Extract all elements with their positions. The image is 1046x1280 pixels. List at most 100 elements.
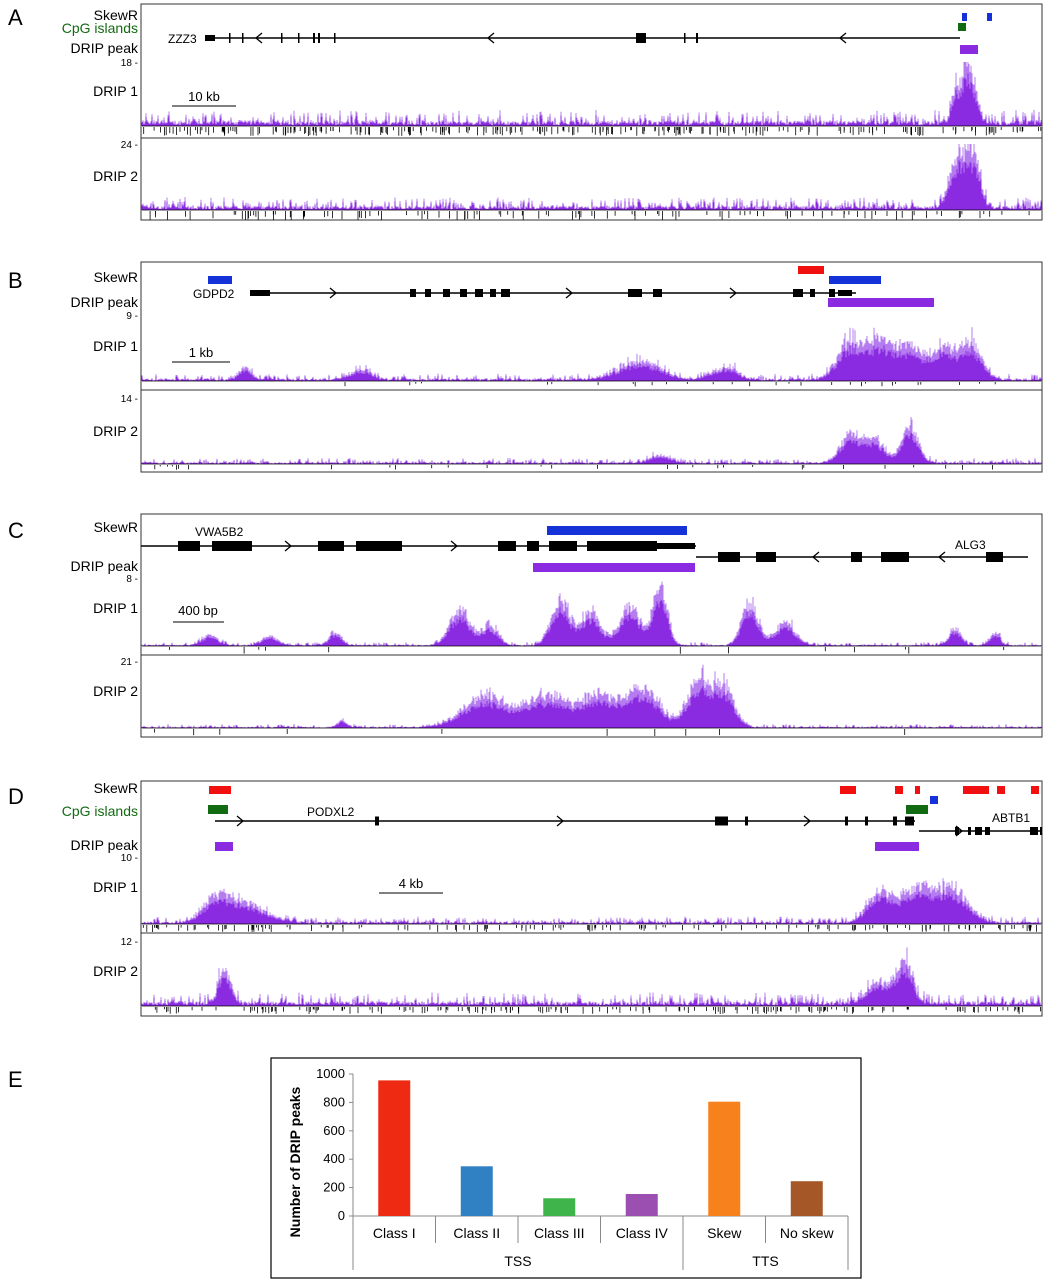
x-tick-label: Class I <box>373 1225 416 1241</box>
exon-block <box>975 827 982 835</box>
exon-block <box>498 541 516 551</box>
exon-block <box>838 290 852 296</box>
group-label: TTS <box>752 1253 778 1269</box>
panel-c-frame <box>140 513 1043 738</box>
panel-a-drip1-label: DRIP 1 <box>93 83 138 99</box>
panel-b-skewr-region <box>798 266 824 274</box>
panel-d-cpg-island <box>208 805 228 814</box>
panel-d-drip2-label: DRIP 2 <box>93 963 138 979</box>
panel-a-exon <box>636 33 646 43</box>
panel-b-drip1-signal <box>141 327 1042 387</box>
chart-y-axis-label: Number of DRIP peaks <box>287 1086 303 1237</box>
exon-block <box>460 289 467 297</box>
panel-a-drip1-max: 18 - <box>121 58 138 69</box>
chart-frame <box>270 1057 862 1279</box>
panel-d-drip2-max: 12 - <box>121 937 138 948</box>
skewr-region <box>915 786 920 794</box>
exon-block <box>986 552 1003 562</box>
panel-b-gene-label: GDPD2 <box>193 287 235 301</box>
panel-a: A SkewR CpG islands DRIP peak DRIP 1 DRI… <box>8 3 1043 221</box>
panel-a-drip-peak <box>960 45 978 54</box>
exon-block <box>250 290 270 296</box>
panel-c-peak-label: DRIP peak <box>71 558 139 574</box>
read-coverage-ticks <box>149 211 1030 220</box>
exon-block <box>893 816 897 826</box>
skewr-region <box>997 786 1005 794</box>
strand-arrow-icon <box>937 551 946 563</box>
strand-arrow-icon <box>236 815 245 827</box>
panel-d-skewr-regions <box>209 786 1039 804</box>
panel-e-letter: E <box>8 1067 23 1092</box>
panel-b-frame <box>140 261 1043 473</box>
strand-arrow-icon <box>486 32 495 44</box>
panel-a-cpg-island <box>958 23 966 31</box>
read-coverage-ticks <box>142 925 1037 932</box>
panel-c-scale-label: 400 bp <box>178 603 218 618</box>
exon-block <box>527 541 539 551</box>
read-coverage-ticks <box>344 382 996 387</box>
y-tick-label: 0 <box>338 1208 345 1223</box>
signal-light-bars <box>141 144 1042 210</box>
panel-c-skewr-label: SkewR <box>94 519 138 535</box>
panel-c-gene2-label: ALG3 <box>955 538 986 552</box>
panel-c-drip1-signal <box>141 581 1042 654</box>
panel-a-drip1-signal <box>141 62 1042 136</box>
panel-a-cpg-label: CpG islands <box>62 20 138 36</box>
x-tick-label: Skew <box>707 1225 742 1241</box>
x-tick-label: No skew <box>780 1225 835 1241</box>
exon-block <box>281 33 283 43</box>
panel-c-strand-arrows <box>284 540 946 563</box>
exon-block <box>313 33 315 43</box>
panel-d-drip2-signal <box>141 947 1042 1014</box>
strand-arrow-icon <box>955 825 964 837</box>
y-tick-label: 400 <box>323 1151 345 1166</box>
panel-a-letter: A <box>8 5 23 30</box>
signal-dark-bars <box>141 160 1042 210</box>
panel-b-drip2-max: 14 - <box>121 394 138 405</box>
skewr-region <box>209 786 231 794</box>
panel-d-skewr-label: SkewR <box>94 780 138 796</box>
panel-a-peak-label: DRIP peak <box>71 40 139 56</box>
panel-a-drip2-signal <box>141 144 1042 220</box>
panel-b-letter: B <box>8 268 23 293</box>
strand-arrow-icon <box>450 540 459 552</box>
panel-b-drip1-max: 9 - <box>126 311 138 322</box>
panel-c-drip2-label: DRIP 2 <box>93 683 138 699</box>
group-label: TSS <box>504 1253 531 1269</box>
panel-d-letter: D <box>8 784 24 809</box>
exon-block <box>334 33 336 43</box>
read-coverage-ticks <box>154 465 993 470</box>
exon-block <box>212 541 252 551</box>
signal-light-bars <box>141 62 1042 126</box>
panel-d-drip1-max: 10 - <box>121 853 138 864</box>
exon-block <box>657 543 695 549</box>
panel-a-exon <box>205 35 215 41</box>
exon-block <box>684 33 686 43</box>
exon-block <box>318 33 320 43</box>
panel-a-skewr-region <box>962 13 967 21</box>
panel-c-drip1-max: 8 - <box>126 574 138 585</box>
exon-block <box>356 541 402 551</box>
skewr-region <box>930 796 938 804</box>
exon-block <box>298 33 300 43</box>
panel-a-skewr-region <box>987 13 992 21</box>
exon-block <box>375 816 379 826</box>
exon-block <box>905 816 914 826</box>
read-coverage-ticks <box>169 647 1005 654</box>
exon-block <box>410 289 416 297</box>
exon-block <box>756 552 776 562</box>
panel-a-drip2-label: DRIP 2 <box>93 168 138 184</box>
exon-block <box>845 816 848 826</box>
panel-b: B SkewR DRIP peak DRIP 1 DRIP 2 9 - 14 -… <box>8 261 1043 473</box>
strand-arrow-icon <box>803 815 812 827</box>
strand-arrow-icon <box>811 551 820 563</box>
y-tick-label: 1000 <box>316 1066 345 1081</box>
exon-block <box>985 827 990 835</box>
panel-c-exons <box>178 541 1003 562</box>
exon-block <box>955 827 959 835</box>
exon-block <box>696 33 698 43</box>
panel-b-scale-label: 1 kb <box>189 345 214 360</box>
panel-a-frame <box>140 3 1043 221</box>
exon-block <box>968 827 971 835</box>
